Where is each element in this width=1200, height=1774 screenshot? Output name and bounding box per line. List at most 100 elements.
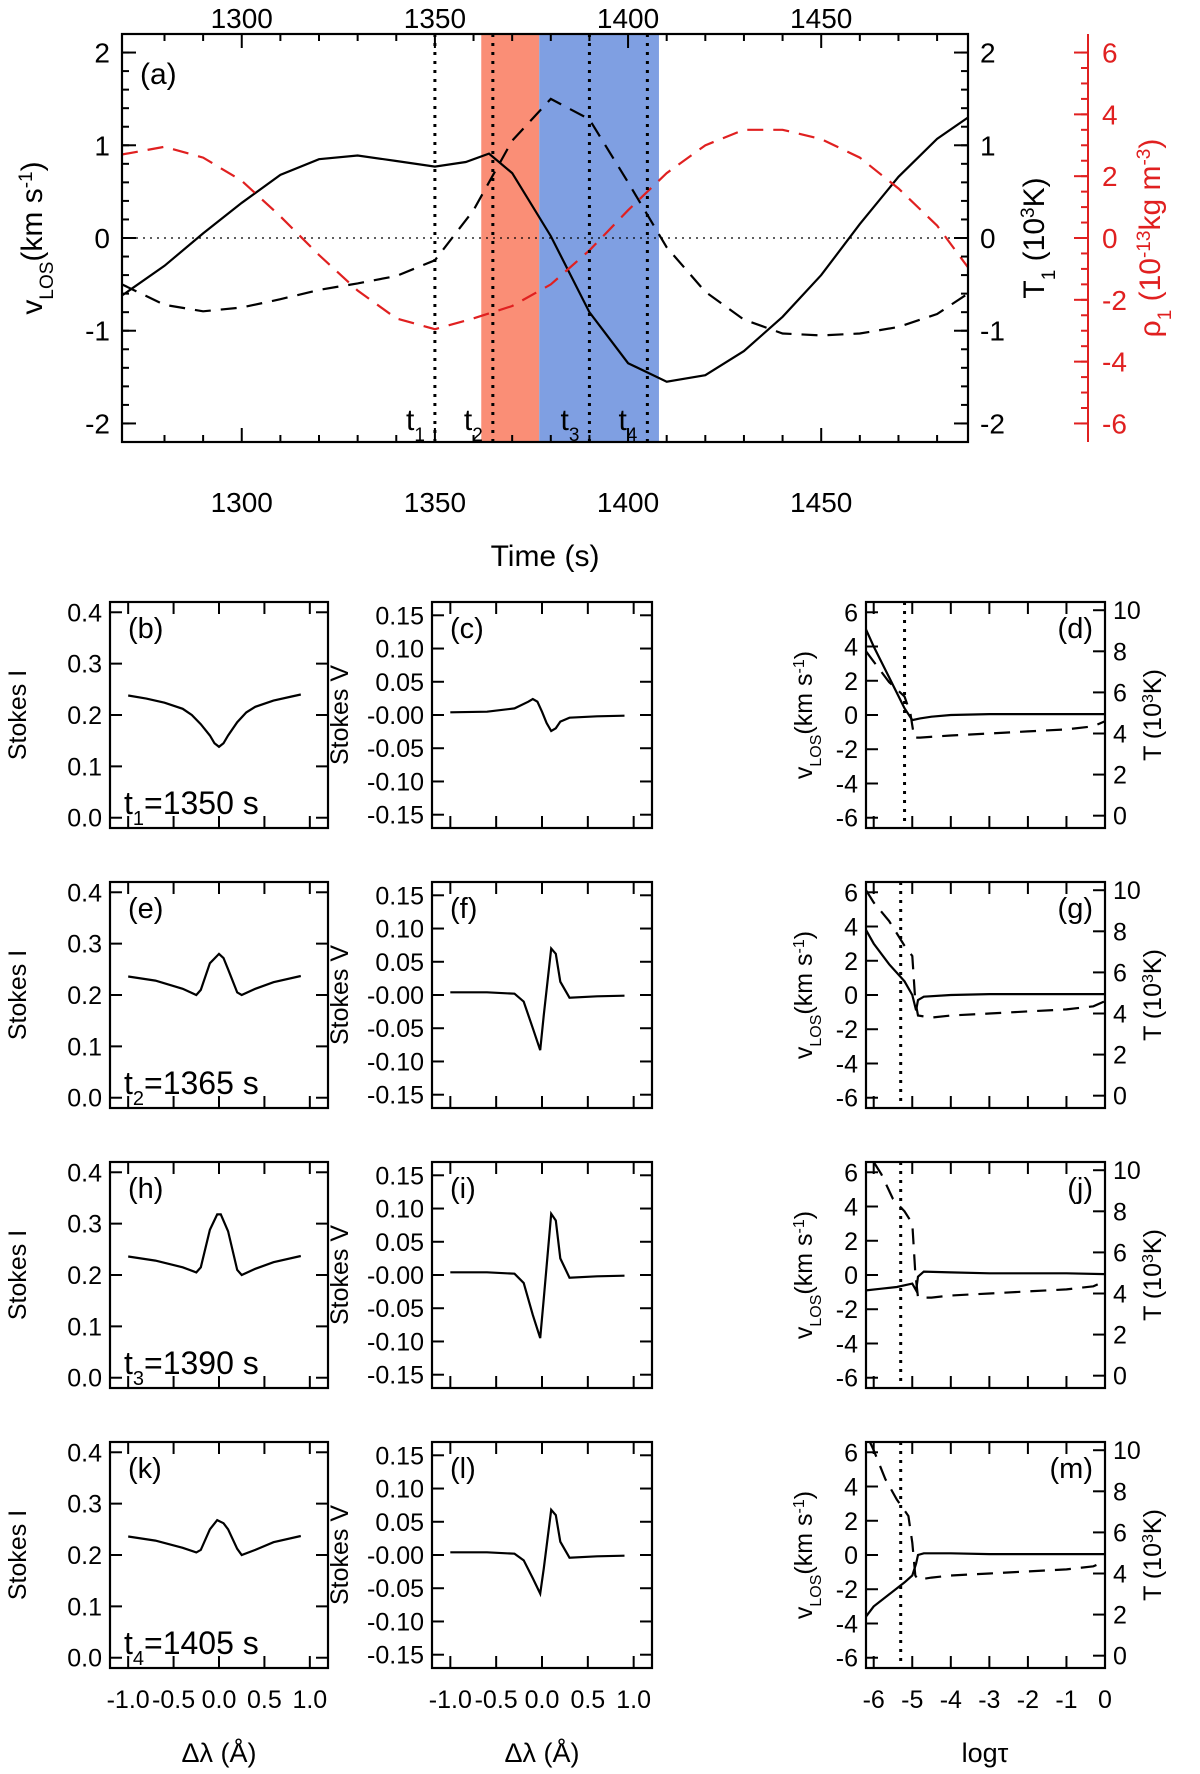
x-tick-label: 1.0 <box>616 1686 651 1714</box>
rho-tick-label: 2 <box>1102 161 1118 192</box>
y-tick-label-right: 2 <box>1113 1602 1127 1630</box>
x-tick-label: 1.0 <box>292 1686 327 1714</box>
y-tick-label: 0.05 <box>375 669 424 697</box>
panel-f: -0.15 -0.10 -0.05 -0.00 0.05 0.10 0.15 Stokes V… <box>326 880 654 1110</box>
y-tick-label: -0.10 <box>367 1608 424 1636</box>
y-tick-label: 0.15 <box>375 882 424 910</box>
y-tick-label-left: -4 <box>836 770 858 798</box>
series-stokes-v <box>450 1507 625 1598</box>
y-tick-label-left: -4 <box>836 1050 858 1078</box>
y-tick-label: 0.4 <box>67 1159 102 1187</box>
y-tick-label-right: -2 <box>980 408 1005 439</box>
panel-label-k: (k) <box>128 1453 162 1485</box>
y-tick-label-left: 0 <box>844 702 858 730</box>
y-tick-label-right: 4 <box>1113 720 1127 748</box>
y-tick-label: 0.0 <box>67 1645 102 1673</box>
y-tick-label: 0.2 <box>67 1542 102 1570</box>
series-t <box>865 650 1106 739</box>
series-stokes-i <box>128 693 302 749</box>
y-tick-label: 0.0 <box>67 1365 102 1393</box>
y-axis-label: Stokes V <box>326 945 354 1045</box>
y-tick-label: -0.05 <box>367 1575 424 1603</box>
y-tick-label-right: 4 <box>1113 1280 1127 1308</box>
y-tick-label-right: 2 <box>1113 1322 1127 1350</box>
series-stokes-v <box>450 945 625 1051</box>
x-tick-label: 0 <box>1098 1686 1112 1714</box>
x-tick-label: -5 <box>901 1686 923 1714</box>
y-tick-label-left: 2 <box>844 948 858 976</box>
y-tick-label-right: -1 <box>980 316 1005 347</box>
series-v-los <box>865 929 1105 1011</box>
y-tick-label-left: 6 <box>844 1439 858 1467</box>
y-tick-label: -0.00 <box>367 702 424 730</box>
y-tick-label-left: -6 <box>836 805 858 833</box>
y-axis-label-left: vLOS(km s-1) <box>790 651 825 779</box>
y-tick-label: 0.15 <box>375 1442 424 1470</box>
y-tick-label-left: 2 <box>844 1228 858 1256</box>
x-tick-label: -0.5 <box>475 1686 518 1714</box>
y-tick-label-left: -2 <box>836 1576 858 1604</box>
rho-tick-label: 4 <box>1102 99 1118 130</box>
y-tick-label: 0.2 <box>67 702 102 730</box>
y-tick-label-right: 8 <box>1113 638 1127 666</box>
x-axis-label-col1: Δλ (Å) <box>181 1737 256 1768</box>
time-label: t2=1365 s <box>124 1065 259 1110</box>
y-tick-label-right: 6 <box>1113 679 1127 707</box>
series-stokes-i <box>128 1518 302 1557</box>
marker-label-t2: t2 <box>464 404 483 446</box>
y-tick-label-right: 8 <box>1113 1198 1127 1226</box>
y-tick-label-right: 1 <box>980 130 996 161</box>
y-tick-label: -0.15 <box>367 802 424 830</box>
y-tick-label: -0.05 <box>367 1295 424 1323</box>
rho-tick-label: -6 <box>1102 408 1127 439</box>
y-tick-label-right: 8 <box>1113 1478 1127 1506</box>
y-tick-label: -0.00 <box>367 982 424 1010</box>
y-tick-label: 0.2 <box>67 982 102 1010</box>
y-tick-label: 0.0 <box>67 1085 102 1113</box>
time-label: t1=1350 s <box>124 785 259 830</box>
x-tick-label: -3 <box>978 1686 1000 1714</box>
y-tick-label-left: -2 <box>836 1016 858 1044</box>
y-tick-label: 0.4 <box>67 1439 102 1467</box>
panel-e: 0.0 0.1 0.2 0.3 0.4 Stokes I (e) t2=1365 s <box>4 879 330 1113</box>
y-axis-label-right: T (103K) <box>1139 669 1167 761</box>
y-tick-label: 0.0 <box>67 805 102 833</box>
y-tick-label-left: -6 <box>836 1645 858 1673</box>
y-axis-label: Stokes I <box>4 670 32 760</box>
y-tick-label: -0.10 <box>367 1328 424 1356</box>
y-tick-label: -0.05 <box>367 1015 424 1043</box>
x-tick-label: 0.5 <box>570 1686 605 1714</box>
y-tick-label: -0.15 <box>367 1642 424 1670</box>
y-tick-label: 0.3 <box>67 931 102 959</box>
panel-c: -0.15 -0.10 -0.05 -0.00 0.05 0.10 0.15 Stokes V… <box>326 600 654 830</box>
y-tick-label: 0.4 <box>67 879 102 907</box>
y-tick-label: 0.15 <box>375 602 424 630</box>
shaded-region-1 <box>481 34 540 442</box>
y-axis-label-right: T (103K) <box>1139 1229 1167 1321</box>
x-tick-label: 0.0 <box>525 1686 560 1714</box>
x-axis-label-col3: logτ <box>962 1738 1009 1768</box>
x-tick-label: 0.5 <box>247 1686 282 1714</box>
rho-tick-label: -2 <box>1102 285 1127 316</box>
series-stokes-v <box>450 1210 625 1339</box>
y-tick-label-right: 10 <box>1113 877 1141 905</box>
x-tick-label: -1.0 <box>107 1686 150 1714</box>
y-tick-label-right: 10 <box>1113 1157 1141 1185</box>
y-tick-label: 0.1 <box>67 1593 102 1621</box>
y-tick-label-right: 4 <box>1113 1000 1127 1028</box>
y-tick-label: 0.4 <box>67 599 102 627</box>
series-rho-1 <box>121 128 969 331</box>
y-tick-label-right: 2 <box>980 38 996 69</box>
y-tick-label-left: -2 <box>85 408 110 439</box>
x-tick-label: -6 <box>863 1686 885 1714</box>
rho-tick-label: 6 <box>1102 38 1118 69</box>
marker-label-t4: t4 <box>618 404 637 446</box>
y-tick-label: 0.05 <box>375 949 424 977</box>
y-tick-label-right: 0 <box>1113 1083 1127 1111</box>
y-axis-label: Stokes V <box>326 665 354 765</box>
y-tick-label-left: 4 <box>844 1194 858 1222</box>
y-tick-label: 0.1 <box>67 1313 102 1341</box>
y-tick-label-right: 0 <box>1113 803 1127 831</box>
